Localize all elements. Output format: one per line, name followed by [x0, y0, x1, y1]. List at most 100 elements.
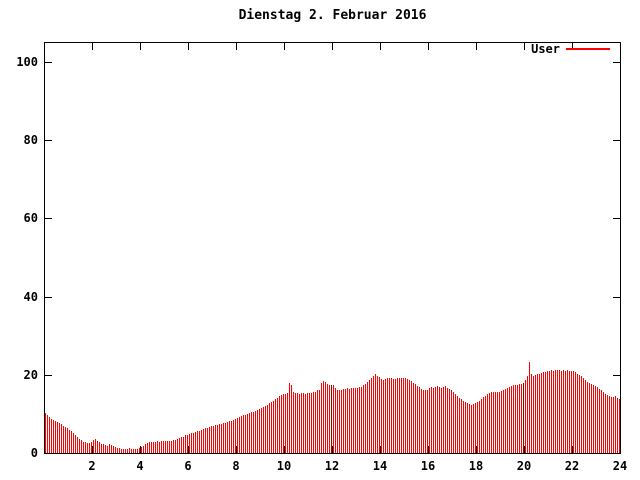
bar: [325, 382, 326, 453]
bar: [123, 449, 124, 453]
bar: [181, 437, 182, 453]
x-tick-bottom: [332, 446, 333, 453]
bar: [235, 419, 236, 453]
bar: [453, 392, 454, 453]
bar: [583, 378, 584, 453]
bar: [149, 442, 150, 453]
bar: [223, 423, 224, 453]
bar: [75, 435, 76, 453]
x-tick-label: 22: [564, 459, 580, 473]
bar: [577, 374, 578, 453]
bar: [495, 392, 496, 453]
bar: [323, 381, 324, 453]
bar: [407, 379, 408, 453]
bar: [253, 412, 254, 453]
bar: [71, 431, 72, 453]
bar: [163, 441, 164, 453]
bar: [219, 424, 220, 453]
bar: [145, 444, 146, 453]
bar: [601, 390, 602, 453]
y-tick-right: [613, 218, 620, 219]
bar: [469, 404, 470, 453]
plot-border: [44, 42, 621, 454]
bar: [579, 375, 580, 453]
bar: [53, 420, 54, 453]
bar: [419, 387, 420, 453]
bar: [193, 433, 194, 453]
bar: [115, 447, 116, 453]
x-tick-label: 4: [136, 459, 144, 473]
bar: [413, 383, 414, 453]
bar: [603, 392, 604, 453]
bar: [567, 370, 568, 453]
bar: [165, 441, 166, 453]
bar: [395, 379, 396, 453]
bar: [391, 378, 392, 453]
bar: [483, 397, 484, 453]
bar: [303, 393, 304, 453]
bar: [257, 410, 258, 453]
x-tick-top: [284, 43, 285, 50]
bar: [585, 380, 586, 453]
bar: [113, 446, 114, 453]
bar: [491, 392, 492, 453]
y-tick-left: [45, 453, 52, 454]
x-tick-bottom: [380, 446, 381, 453]
y-tick-left: [45, 62, 52, 63]
bar: [553, 371, 554, 453]
bar: [465, 402, 466, 453]
bar: [173, 440, 174, 453]
bar: [103, 444, 104, 453]
y-tick-left: [45, 218, 52, 219]
bar: [47, 415, 48, 453]
bar: [547, 371, 548, 453]
bar: [499, 392, 500, 453]
bar: [211, 426, 212, 453]
bar: [389, 378, 390, 453]
bar: [447, 388, 448, 453]
bar: [501, 391, 502, 453]
bar: [355, 388, 356, 453]
x-tick-label: 24: [612, 459, 628, 473]
bar: [587, 382, 588, 453]
bar: [251, 412, 252, 453]
bar: [295, 393, 296, 453]
bar: [429, 388, 430, 453]
bar: [83, 442, 84, 453]
bar: [361, 387, 362, 453]
bar: [441, 388, 442, 453]
bar: [487, 394, 488, 453]
bar: [403, 378, 404, 453]
bar: [333, 385, 334, 453]
x-tick-bottom: [92, 446, 93, 453]
bar: [261, 408, 262, 453]
bar: [203, 429, 204, 453]
bar: [593, 385, 594, 453]
bar: [217, 425, 218, 453]
bar: [99, 442, 100, 453]
bar: [111, 445, 112, 453]
bar: [347, 388, 348, 453]
bar: [455, 394, 456, 453]
bar: [227, 422, 228, 453]
bar: [609, 396, 610, 453]
y-tick-label: 0: [30, 446, 38, 460]
bar: [229, 421, 230, 453]
bar: [221, 424, 222, 453]
bar: [49, 417, 50, 453]
bar: [519, 384, 520, 453]
bar: [425, 390, 426, 453]
bar: [273, 401, 274, 453]
bar: [317, 390, 318, 453]
bar: [73, 433, 74, 453]
bar: [545, 372, 546, 453]
bar: [373, 376, 374, 453]
bar: [45, 413, 46, 453]
bar: [139, 448, 140, 453]
bar: [475, 403, 476, 453]
bar: [67, 428, 68, 453]
bar: [387, 378, 388, 453]
y-axis-labels: 0 20 40 60 80 100: [0, 0, 44, 480]
bar: [101, 444, 102, 453]
x-tick-label: 8: [232, 459, 240, 473]
